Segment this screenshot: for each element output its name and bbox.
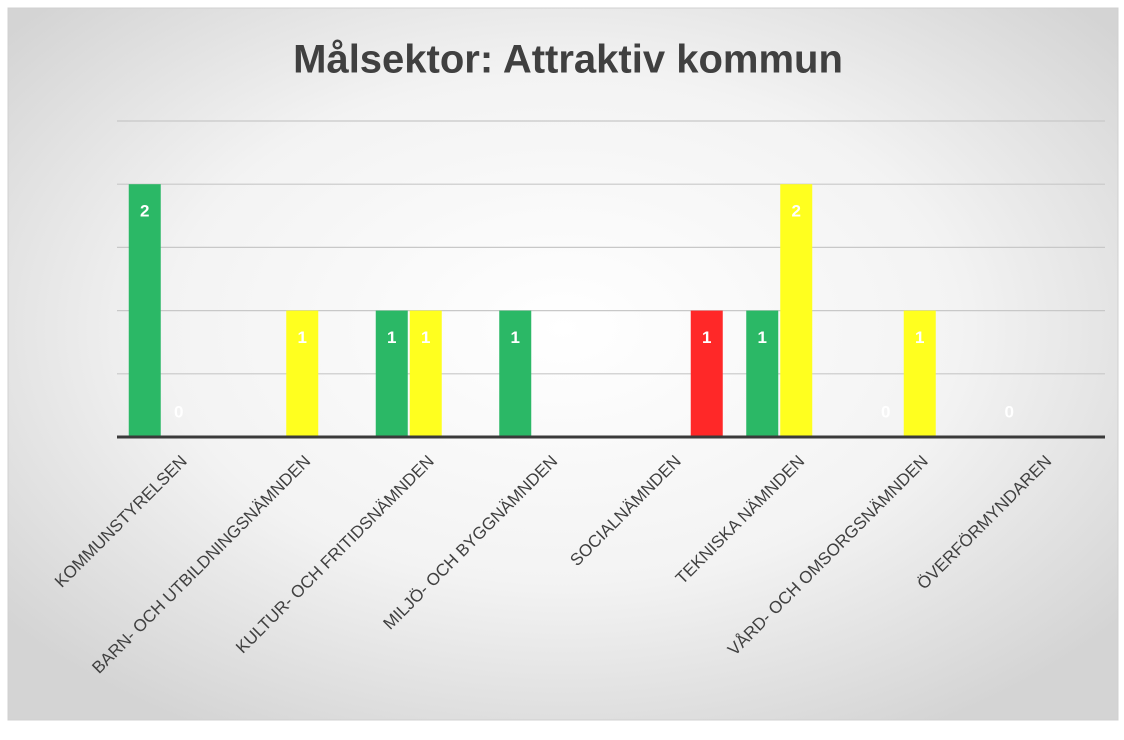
bar [690,310,723,437]
data-label: 1 [702,328,711,347]
bar [409,310,442,437]
bar [286,310,319,437]
data-label: 1 [298,328,307,347]
data-label: 0 [1005,402,1014,421]
bar [375,310,408,437]
data-label: 1 [511,328,520,347]
data-label: 2 [140,202,149,221]
bar [499,310,532,437]
bar [780,184,813,437]
data-label: 2 [792,202,801,221]
data-label: 0 [174,402,183,421]
bar [746,310,779,437]
data-label: 1 [915,328,924,347]
data-label: 1 [387,328,396,347]
data-label: 1 [421,328,430,347]
data-label: 1 [758,328,767,347]
data-label: 0 [881,402,890,421]
bar [128,184,161,437]
chart-background [7,7,1119,721]
chart-title: Målsektor: Attraktiv kommun [293,38,843,82]
bar [903,310,936,437]
